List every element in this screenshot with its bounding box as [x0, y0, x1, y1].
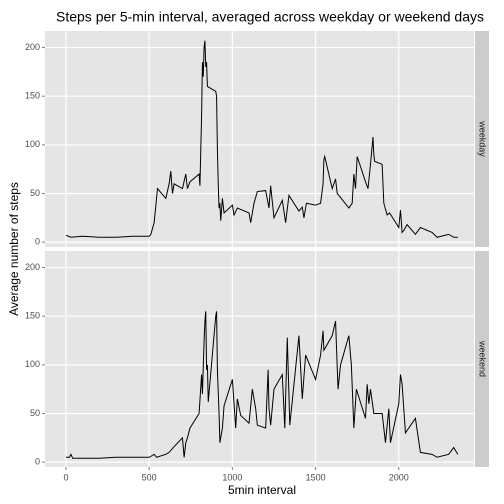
- panel-background: [45, 31, 474, 247]
- y-tick-label: 200: [25, 262, 40, 272]
- facet-strip: [475, 31, 489, 247]
- x-tick-label: 1500: [306, 472, 326, 482]
- x-axis-label: 5min interval: [228, 483, 296, 497]
- facet-strip: [475, 251, 489, 467]
- y-tick-label: 150: [25, 311, 40, 321]
- facet-label: weekend: [478, 340, 488, 377]
- y-tick-label: 100: [25, 139, 40, 149]
- x-tick-label: 500: [142, 472, 157, 482]
- y-tick-label: 50: [30, 408, 40, 418]
- panel-background: [45, 251, 474, 467]
- line: [65, 311, 459, 459]
- facet-label: weekday: [478, 120, 488, 157]
- y-tick-label: 200: [25, 42, 40, 52]
- y-tick-label: 100: [25, 359, 40, 369]
- chart-title: Steps per 5-min interval, averaged acros…: [56, 9, 484, 25]
- line: [65, 40, 458, 238]
- x-tick-label: 0: [63, 472, 68, 482]
- y-tick-label: 0: [35, 457, 40, 467]
- x-tick-label: 2000: [389, 472, 409, 482]
- y-tick-label: 0: [35, 237, 40, 247]
- y-tick-label: 150: [25, 91, 40, 101]
- x-tick-label: 1000: [222, 472, 242, 482]
- y-tick-label: 50: [30, 188, 40, 198]
- y-axis-label: Average number of steps: [7, 182, 21, 316]
